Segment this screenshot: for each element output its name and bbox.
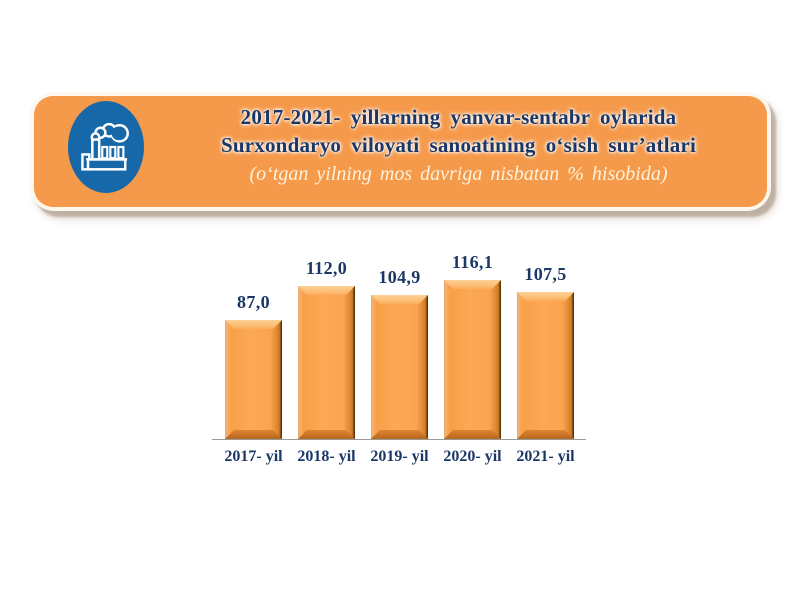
- banner-subtitle: (o‘tgan yilning mos davriga nisbatan % h…: [249, 163, 668, 185]
- bar-chart: 87,0 2017- yil 112,0 2018- yil 104,9 2019- yi…: [212, 252, 588, 477]
- bar-value-label: 87,0: [237, 292, 270, 312]
- bar-bevel-top: [371, 295, 428, 304]
- title-banner-fill: 2017-2021- yillarning yanvar-sentabr oyl…: [34, 96, 767, 207]
- bar-bevel-top: [444, 280, 501, 289]
- bar-bevel-bottom: [225, 430, 282, 439]
- factory-icon: [68, 101, 144, 193]
- x-axis-label: 2017- yil: [224, 448, 283, 465]
- x-axis-label: 2018- yil: [297, 448, 356, 465]
- x-axis-line: [212, 439, 586, 440]
- bar-2018: [298, 286, 355, 439]
- bar-bevel-top: [225, 320, 282, 329]
- bar-bevel-top: [298, 286, 355, 295]
- bar-value-label: 104,9: [378, 267, 421, 287]
- bar-bevel-top: [517, 292, 574, 301]
- bar-bevel-bottom: [298, 430, 355, 439]
- bar-bevel-bottom: [517, 430, 574, 439]
- banner-title-line1: 2017-2021- yillarning yanvar-sentabr oyl…: [240, 105, 677, 129]
- bar-2017: [225, 320, 282, 439]
- banner-title-line2: Surxondaryo viloyati sanoatining o‘sish …: [220, 133, 697, 157]
- bar-value-label: 107,5: [524, 264, 567, 284]
- bar-2020: [444, 280, 501, 439]
- banner-text: 2017-2021- yillarning yanvar-sentabr oyl…: [166, 103, 751, 203]
- bar-bevel-bottom: [371, 430, 428, 439]
- bar-2021: [517, 292, 574, 439]
- bar-value-label: 112,0: [305, 258, 348, 278]
- x-axis-label: 2019- yil: [370, 448, 429, 465]
- bar-bevel-bottom: [444, 430, 501, 439]
- bar-value-label: 116,1: [451, 252, 494, 272]
- bar-2019: [371, 295, 428, 439]
- x-axis-label: 2021- yil: [516, 448, 575, 465]
- title-banner: 2017-2021- yillarning yanvar-sentabr oyl…: [30, 92, 771, 211]
- x-axis-label: 2020- yil: [443, 448, 502, 465]
